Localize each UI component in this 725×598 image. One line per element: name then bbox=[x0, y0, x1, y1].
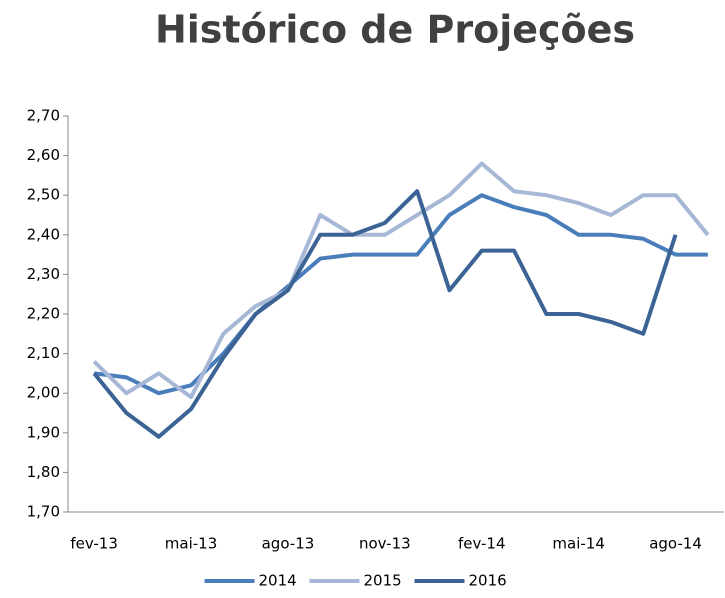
y-tick-label: 1,70 bbox=[27, 503, 60, 521]
y-tick-label: 1,80 bbox=[27, 463, 60, 481]
y-tick-label: 2,40 bbox=[27, 225, 60, 243]
y-tick-label: 2,60 bbox=[27, 146, 60, 164]
y-tick-label: 1,90 bbox=[27, 423, 60, 441]
series-line bbox=[92, 161, 710, 400]
legend-label: 2016 bbox=[469, 572, 507, 590]
x-tick-label: fev-13 bbox=[70, 535, 117, 553]
series-line bbox=[93, 193, 708, 396]
legend-label: 2014 bbox=[259, 572, 297, 590]
x-tick-label: mai-13 bbox=[165, 535, 217, 553]
x-tick-label: mai-14 bbox=[552, 535, 604, 553]
x-tick-label: nov-13 bbox=[359, 535, 411, 553]
y-tick-label: 2,70 bbox=[27, 107, 60, 125]
series-line bbox=[92, 189, 678, 439]
y-tick-label: 2,10 bbox=[27, 344, 60, 362]
chart-title: Histórico de Projeções bbox=[155, 8, 635, 52]
y-tick-label: 2,50 bbox=[27, 186, 60, 204]
legend-label: 2015 bbox=[364, 572, 402, 590]
y-tick-label: 2,20 bbox=[27, 305, 60, 323]
x-tick-label: ago-13 bbox=[262, 535, 315, 553]
y-tick-label: 2,30 bbox=[27, 265, 60, 283]
y-tick-label: 2,00 bbox=[27, 384, 60, 402]
x-tick-label: fev-14 bbox=[458, 535, 505, 553]
x-tick-label: ago-14 bbox=[649, 535, 702, 553]
